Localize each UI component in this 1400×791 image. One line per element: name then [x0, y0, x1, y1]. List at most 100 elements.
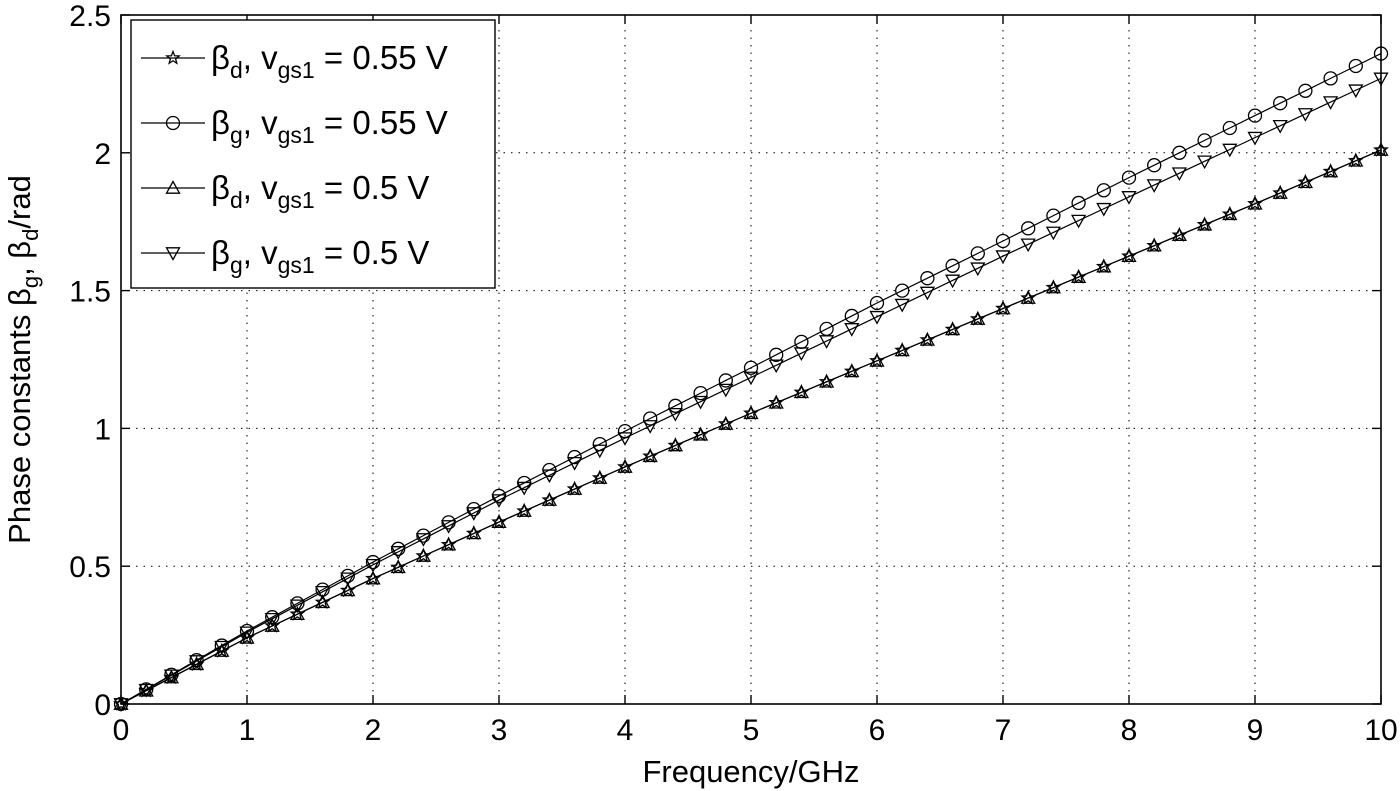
- x-tick-label: 5: [743, 714, 760, 747]
- series-1-point: [1070, 268, 1087, 284]
- series-4-point: [1222, 143, 1238, 158]
- series-4-point: [516, 481, 532, 496]
- series-3-point: [1297, 174, 1314, 189]
- series-3-point: [314, 594, 331, 609]
- series-2-point: [391, 541, 406, 556]
- x-tick-label: 9: [1247, 714, 1264, 747]
- series-4-point: [239, 626, 255, 641]
- series-2-point: [1247, 108, 1263, 123]
- series-1-point: [1221, 205, 1238, 222]
- series-2-point: [1096, 183, 1111, 198]
- y-tick-label: 2.5: [69, 0, 111, 33]
- series-1-point: [390, 558, 407, 575]
- series-2-point: [769, 347, 784, 362]
- series-line-2: [120, 53, 1382, 705]
- series-1-point: [541, 491, 558, 507]
- series-2-point: [668, 398, 683, 413]
- series-4-point: [491, 494, 507, 508]
- series-2-point: [592, 436, 607, 452]
- series-3-point: [415, 548, 432, 562]
- series-2-point: [416, 528, 431, 543]
- series-1-point: [969, 310, 986, 326]
- series-1-point: [1247, 195, 1263, 211]
- series-3-point: [1171, 227, 1188, 242]
- series-4-point: [138, 683, 154, 698]
- series-4-point: [1322, 96, 1339, 110]
- series-1-point: [1146, 237, 1163, 253]
- series-1-point: [440, 536, 457, 552]
- series-4-point: [214, 640, 230, 655]
- legend-marker-1: [165, 49, 181, 65]
- series-2-point: [1298, 83, 1313, 98]
- series-3-point: [718, 416, 734, 430]
- x-tick-label: 8: [1121, 714, 1138, 747]
- y-axis-label-prefix: Phase constants β: [2, 288, 37, 544]
- series-3-point: [239, 630, 255, 644]
- series-2-point: [970, 246, 985, 261]
- series-2-point: [340, 568, 355, 583]
- series-1-point: [944, 321, 961, 337]
- legend-entry-4: βg, vgs1 = 0.5 V: [211, 234, 429, 278]
- series-2-point: [1273, 96, 1288, 111]
- series-2-point: [1172, 145, 1187, 160]
- series-3-point: [1247, 195, 1263, 210]
- series-4-point: [390, 546, 406, 560]
- series-2-point: [1348, 58, 1363, 74]
- series-4-point: [743, 371, 759, 386]
- series-4-point: [415, 533, 432, 547]
- series-1-point: [339, 582, 356, 598]
- series-2-point: [1046, 208, 1061, 223]
- series-4-point: [163, 669, 180, 684]
- series-1-point: [1272, 184, 1289, 200]
- series-4-point: [894, 298, 910, 313]
- series-4-point: [1146, 179, 1162, 193]
- series-2-point: [1121, 170, 1137, 185]
- series-4-point: [541, 469, 558, 484]
- y-tick-label: 1: [94, 413, 111, 446]
- series-1-point: [717, 415, 734, 431]
- series-4-point: [617, 432, 633, 446]
- series-4-point: [1348, 84, 1364, 99]
- legend-entry-1: βd, vgs1 = 0.55 V: [211, 39, 448, 83]
- series-1-point: [516, 502, 533, 518]
- series-1-point: [642, 447, 659, 463]
- series-1-point: [1045, 279, 1062, 295]
- series-4-point: [995, 250, 1011, 264]
- series-3-point: [188, 656, 205, 671]
- legend-marker-2: [165, 115, 181, 131]
- series-3-point: [1196, 216, 1213, 231]
- x-tick-label: 3: [491, 714, 508, 747]
- series-4-point: [592, 444, 608, 459]
- series-3-point: [566, 481, 583, 495]
- series-1-point: [1196, 216, 1213, 232]
- series-4-point: [340, 572, 356, 587]
- series-1-point: [163, 669, 180, 685]
- series-3-point: [365, 570, 381, 585]
- series-2-point: [1071, 195, 1086, 211]
- series-4-point: [1247, 131, 1263, 146]
- series-1-point: [995, 300, 1011, 316]
- series-2-point: [995, 233, 1011, 249]
- series-3-point: [944, 321, 961, 336]
- series-1-point: [1171, 226, 1188, 242]
- series-3-point: [440, 536, 457, 551]
- series-1-point: [415, 547, 432, 563]
- series-3-point: [1222, 206, 1238, 221]
- series-1-point: [818, 373, 835, 389]
- series-1-point: [667, 437, 684, 453]
- series-4-point: [1272, 119, 1288, 134]
- series-3-point: [818, 373, 835, 388]
- series-4-point: [1121, 191, 1137, 205]
- series-2-point: [743, 360, 759, 375]
- series-3-point: [1322, 163, 1339, 178]
- series-3-point: [214, 643, 230, 657]
- series-4-point: [1297, 108, 1314, 122]
- series-1-point: [692, 426, 709, 442]
- series-4-point: [1196, 155, 1213, 170]
- series-2-point: [643, 411, 658, 426]
- series-3-point: [1020, 290, 1036, 304]
- series-markers: [113, 46, 1389, 712]
- y-axis-label-sub-g: g: [18, 276, 43, 288]
- series-1-point: [843, 362, 860, 379]
